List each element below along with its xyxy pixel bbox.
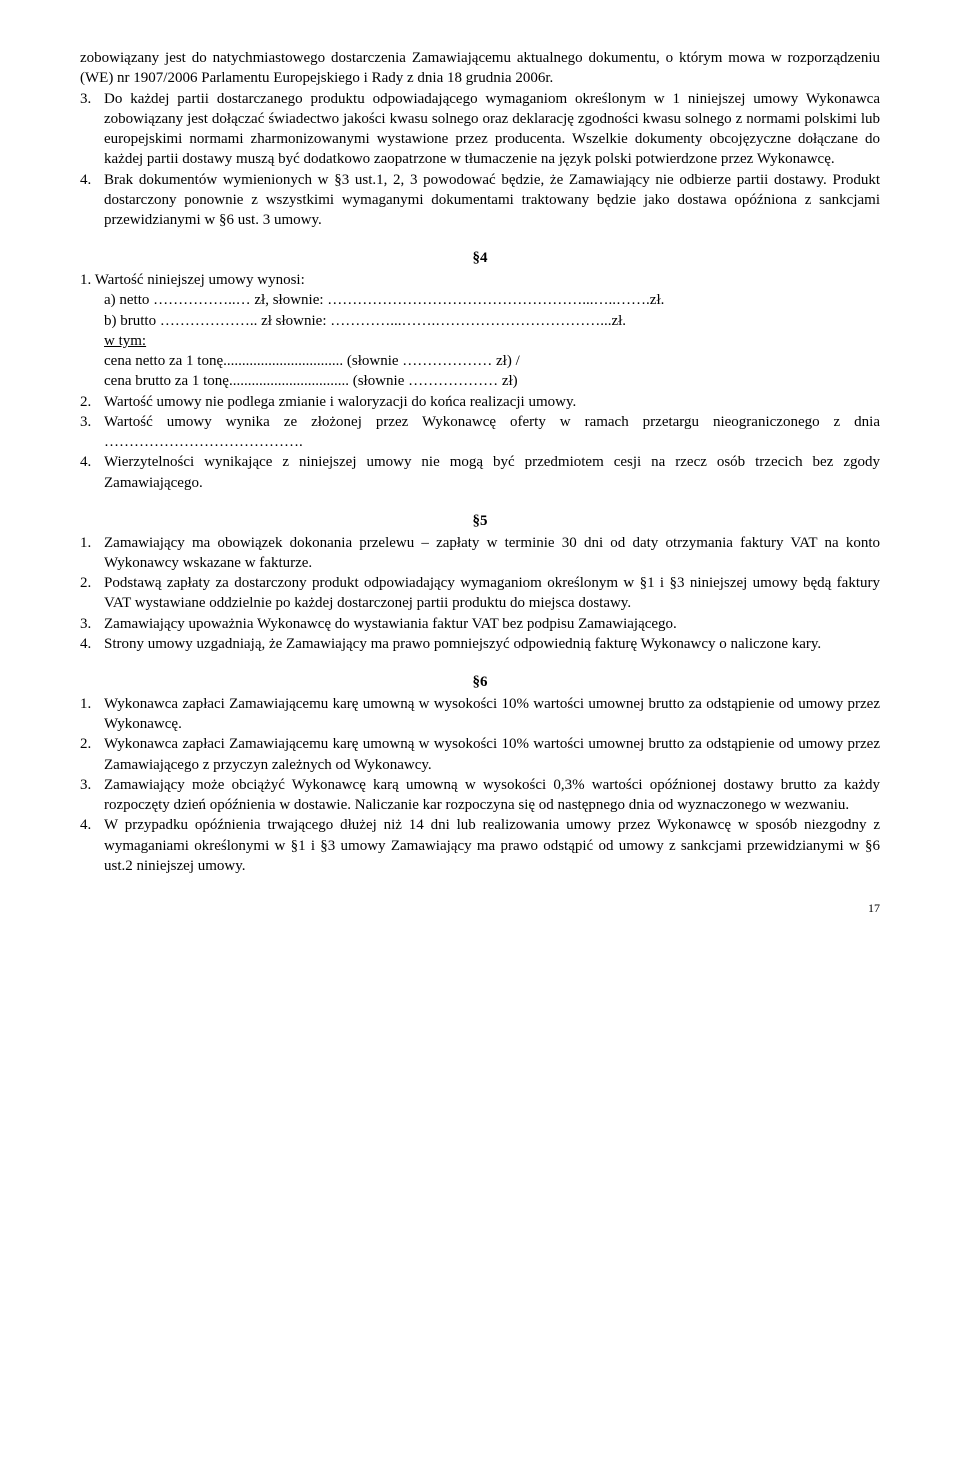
list-text: Brak dokumentów wymienionych w §3 ust.1,… [104, 170, 880, 231]
list-number: 3. [80, 89, 104, 170]
section-4-list: 2. Wartość umowy nie podlega zmianie i w… [80, 392, 880, 493]
list-text: Strony umowy uzgadniają, że Zamawiający … [104, 634, 880, 654]
value-line-d: cena netto za 1 tonę....................… [104, 351, 880, 371]
list-text: Wierzytelności wynikające z niniejszej u… [104, 452, 880, 493]
section-5-label: §5 [80, 511, 880, 531]
list-number: 1. [80, 694, 104, 735]
list-number: 3. [80, 412, 104, 453]
intro-continuation: zobowiązany jest do natychmiastowego dos… [80, 48, 880, 89]
list-number: 4. [80, 170, 104, 231]
list-number: 2. [80, 573, 104, 614]
section-5-list: 1. Zamawiający ma obowiązek dokonania pr… [80, 533, 880, 655]
list-text: Zamawiający ma obowiązek dokonania przel… [104, 533, 880, 574]
section-4-label: §4 [80, 248, 880, 268]
list-number: 2. [80, 734, 104, 775]
list-text: Do każdej partii dostarczanego produktu … [104, 89, 880, 170]
list-number: 3. [80, 614, 104, 634]
list-number: 2. [80, 392, 104, 412]
list-number: 4. [80, 815, 104, 876]
page-number: 17 [80, 900, 880, 916]
section-6-label: §6 [80, 672, 880, 692]
list-text: Wykonawca zapłaci Zamawiającemu karę umo… [104, 734, 880, 775]
list-number: 4. [80, 634, 104, 654]
list-text: Podstawą zapłaty za dostarczony produkt … [104, 573, 880, 614]
list-text: Wartość umowy wynika ze złożonej przez W… [104, 412, 880, 453]
list-text: Zamawiający upoważnia Wykonawcę do wysta… [104, 614, 880, 634]
section-4-item1-body: a) netto ……………..… zł, słownie: ………………………… [104, 290, 880, 391]
section-4-item1-intro: 1. Wartość niniejszej umowy wynosi: [80, 270, 880, 290]
list-text: Wykonawca zapłaci Zamawiającemu karę umo… [104, 694, 880, 735]
value-line-a: a) netto ……………..… zł, słownie: ………………………… [104, 290, 880, 310]
section-6-list: 1. Wykonawca zapłaci Zamawiającemu karę … [80, 694, 880, 876]
list-number: 1. [80, 533, 104, 574]
list-number: 3. [80, 775, 104, 816]
value-line-b: b) brutto ……………….. zł słownie: …………...……… [104, 311, 880, 331]
list-text: Wartość umowy nie podlega zmianie i walo… [104, 392, 880, 412]
list-text: Zamawiający może obciążyć Wykonawcę karą… [104, 775, 880, 816]
value-line-c: w tym: [104, 331, 880, 351]
list-text: W przypadku opóźnienia trwającego dłużej… [104, 815, 880, 876]
section-3-list-continued: 3. Do każdej partii dostarczanego produk… [80, 89, 880, 231]
value-line-e: cena brutto za 1 tonę...................… [104, 371, 880, 391]
list-number: 4. [80, 452, 104, 493]
